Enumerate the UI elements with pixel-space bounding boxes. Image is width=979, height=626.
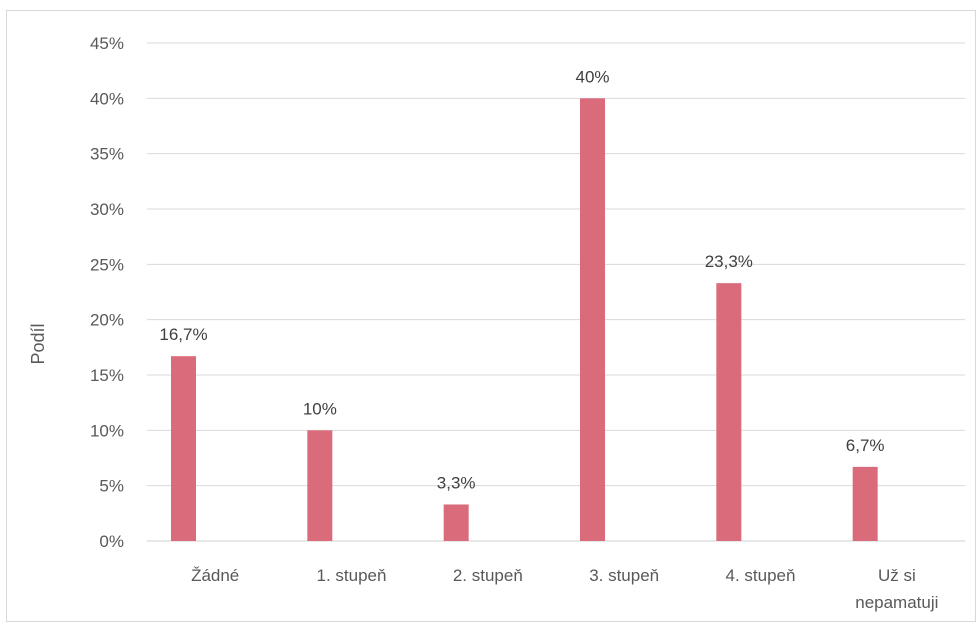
bar bbox=[443, 504, 469, 541]
data-label: 16,7% bbox=[159, 325, 207, 344]
data-labels: 16,7% 10% 3,3% 40% 23,3% 6,7% bbox=[159, 67, 884, 492]
data-label: 23,3% bbox=[705, 252, 753, 271]
y-tick-label: 45% bbox=[90, 34, 124, 53]
bars bbox=[171, 98, 878, 541]
bar bbox=[852, 466, 878, 541]
gridlines bbox=[147, 42, 965, 542]
y-tick-label: 20% bbox=[90, 311, 124, 330]
y-tick-label: 15% bbox=[90, 366, 124, 385]
x-category-label: Už si bbox=[878, 566, 916, 585]
data-label: 40% bbox=[575, 67, 609, 86]
bar bbox=[307, 430, 333, 541]
y-tick-label: 10% bbox=[90, 421, 124, 440]
y-tick-label: 5% bbox=[99, 477, 124, 496]
y-tick-label: 25% bbox=[90, 255, 124, 274]
bar bbox=[716, 283, 742, 541]
data-label: 3,3% bbox=[437, 473, 476, 492]
x-category-label: 3. stupeň bbox=[589, 566, 659, 585]
data-label: 10% bbox=[303, 399, 337, 418]
y-tick-label: 30% bbox=[90, 200, 124, 219]
bar bbox=[580, 98, 605, 541]
x-category-label: 2. stupeň bbox=[453, 566, 523, 585]
bar bbox=[171, 356, 196, 541]
x-category-label: Žádné bbox=[191, 566, 239, 585]
x-axis-categories: Žádné 1. stupeň 2. stupeň 3. stupeň 4. stupe… bbox=[191, 566, 938, 612]
x-category-label: 1. stupeň bbox=[317, 566, 387, 585]
y-tick-label: 35% bbox=[90, 145, 124, 164]
y-tick-label: 0% bbox=[99, 532, 124, 551]
x-category-label: 4. stupeň bbox=[726, 566, 796, 585]
y-tick-label: 40% bbox=[90, 89, 124, 108]
x-category-label: nepamatuji bbox=[855, 593, 938, 612]
y-axis-title: Podíl bbox=[28, 323, 48, 364]
chart-frame bbox=[6, 10, 976, 622]
data-label: 6,7% bbox=[846, 436, 885, 455]
y-axis-ticks: 0% 5% 10% 15% 20% 25% 30% 35% 40% 45% bbox=[90, 34, 124, 551]
